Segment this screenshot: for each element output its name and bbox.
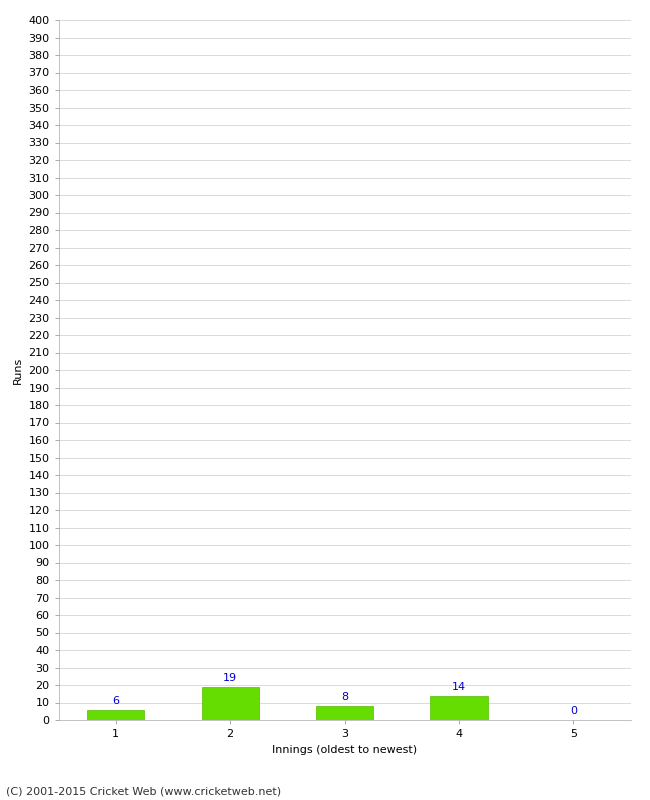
Text: 19: 19 xyxy=(223,674,237,683)
Text: 8: 8 xyxy=(341,693,348,702)
Text: 14: 14 xyxy=(452,682,466,692)
Bar xyxy=(316,706,373,720)
Bar xyxy=(87,710,144,720)
Text: 6: 6 xyxy=(112,696,119,706)
Text: (C) 2001-2015 Cricket Web (www.cricketweb.net): (C) 2001-2015 Cricket Web (www.cricketwe… xyxy=(6,786,281,796)
Text: 0: 0 xyxy=(570,706,577,717)
Bar xyxy=(202,686,259,720)
X-axis label: Innings (oldest to newest): Innings (oldest to newest) xyxy=(272,745,417,754)
Y-axis label: Runs: Runs xyxy=(12,356,23,384)
Bar xyxy=(430,695,488,720)
